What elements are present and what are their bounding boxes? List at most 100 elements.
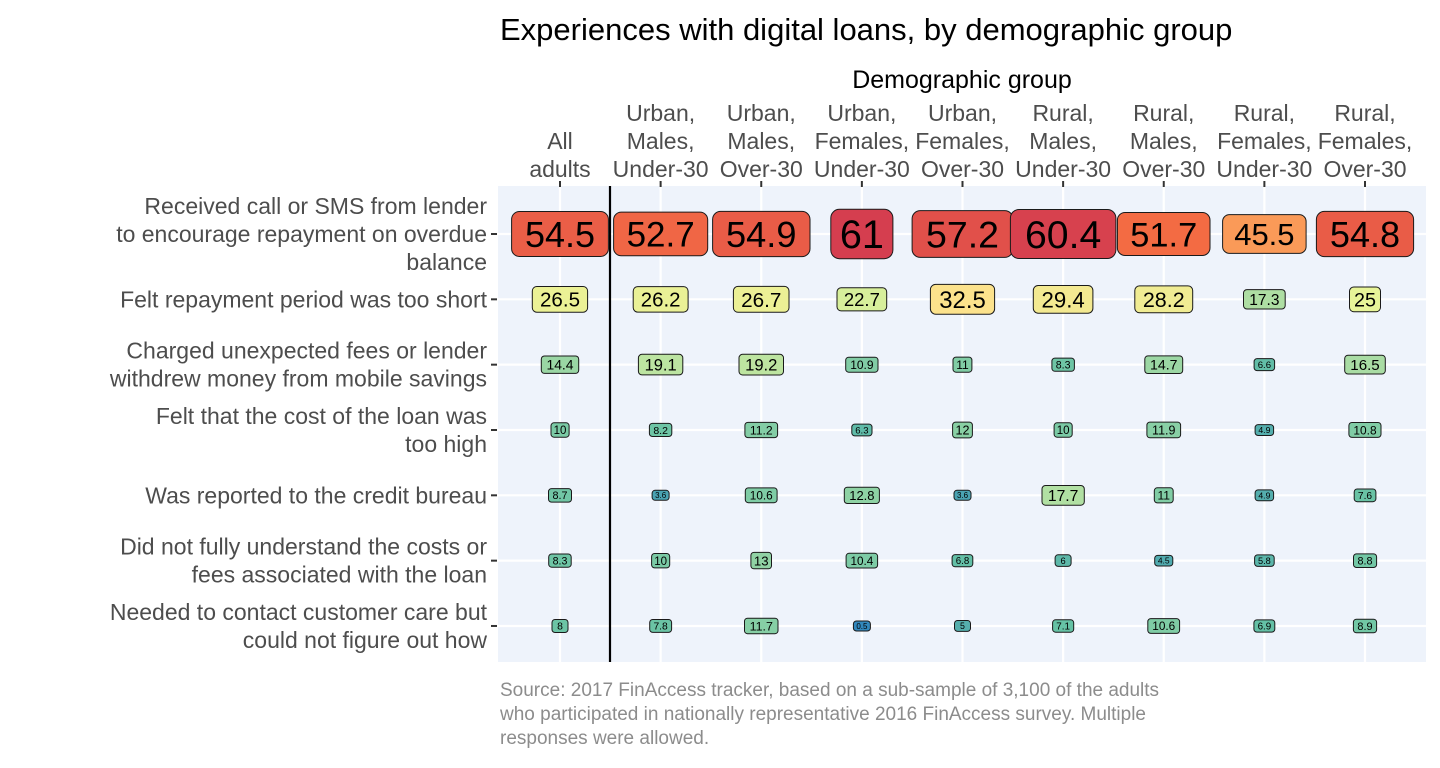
tile-value-label: 29.4 [1042,287,1085,312]
tile [1154,554,1174,567]
tile [1253,358,1276,372]
tile-value-label: 7.6 [1358,491,1372,502]
x-tick-label: Under-30 [1216,156,1312,182]
x-tick-label: Females, [1318,128,1413,154]
x-tick-label: Females, [915,128,1010,154]
tile-value-label: 11 [956,358,969,372]
tile [851,423,873,437]
y-tick-label: Felt repayment period was too short [120,286,488,312]
tile-value-label: 25 [1354,289,1376,311]
tile [550,422,570,438]
tile-value-label: 6.6 [1258,360,1271,371]
tile-value-label: 17.7 [1048,488,1079,505]
tile-value-label: 60.4 [1025,214,1101,257]
x-tick-label: All [547,128,573,154]
tile-value-label: 10.9 [850,358,874,372]
tile-value-label: 4.9 [1258,425,1270,435]
x-tick-label: Urban, [928,100,997,126]
x-tick-label: Under-30 [1015,156,1111,182]
caption-line: who participated in nationally represent… [499,704,1146,725]
x-tick-label: Urban, [827,100,896,126]
tile-value-label: 61 [840,213,884,257]
tile [1254,424,1275,437]
y-tick-label: too high [405,431,487,457]
tile [1348,422,1382,438]
x-tick-label: Under-30 [814,156,910,182]
tile-value-label: 0.5 [856,622,868,631]
tile-value-label: 8.7 [552,490,567,502]
x-tick-label: Under-30 [613,156,709,182]
x-tick-label: Females, [1217,128,1312,154]
tile-value-label: 52.7 [627,216,695,255]
x-tick-label: Over-30 [1122,156,1205,182]
tile-value-label: 32.5 [939,287,986,314]
tile-value-label: 14.7 [1150,357,1178,373]
tile [1352,618,1378,634]
tile [1116,212,1211,256]
tile [637,353,684,376]
tile-value-label: 26.5 [540,289,580,312]
y-tick-label: withdrew money from mobile savings [109,366,487,392]
tile [1134,285,1194,314]
tile [548,553,572,568]
tile [1353,488,1377,503]
tile-value-label: 8.3 [1056,360,1071,372]
x-tick-label: adults [529,156,590,182]
tile [1253,619,1276,633]
tile-value-label: 4.9 [1258,491,1270,501]
tile [511,211,609,257]
tile [1032,285,1094,314]
tile-value-label: 10 [654,556,667,568]
y-tick-label: Was reported to the credit bureau [145,482,487,508]
tile [954,620,971,632]
tile [852,620,871,632]
tile-value-label: 5 [960,621,965,631]
tile-value-label: 8 [557,622,563,633]
tile-value-label: 8.9 [1357,621,1372,633]
tile-value-label: 5.8 [1258,556,1271,566]
tile-value-label: 26.7 [741,289,781,312]
tile [1222,214,1307,254]
tile-value-label: 8.3 [553,556,568,568]
tile-value-label: 6.8 [956,556,969,567]
tile-value-label: 11 [1157,489,1170,503]
tile-value-label: 54.8 [1330,214,1400,255]
chart-title: Experiences with digital loans, by demog… [500,12,1232,47]
tile [952,421,973,439]
x-tick-label: Rural, [1032,100,1093,126]
tile [1041,485,1085,506]
x-tick-label: Rural, [1133,100,1194,126]
x-tick-label: Over-30 [720,156,803,182]
y-tick-label: Did not fully understand the costs or [120,534,487,560]
tile [649,619,673,633]
tile [750,551,773,570]
tile [632,286,689,313]
x-tick-label: Females, [815,128,910,154]
tile [531,286,589,313]
tile-value-label: 7.8 [653,622,668,633]
x-axis-ticks: AlladultsUrban,Males,Under-30Urban,Males… [529,100,1412,187]
tile-value-label: 3.6 [655,491,667,500]
tile-value-label: 6.9 [1258,622,1272,633]
tile [1054,554,1072,567]
tile [1144,355,1184,374]
caption-line: responses were allowed. [500,728,709,749]
tile [1146,421,1182,439]
tile-value-label: 8.8 [1357,556,1372,568]
tile-value-label: 16.5 [1350,357,1379,374]
caption-line: Source: 2017 FinAccess tracker, based on… [500,680,1159,701]
tile-value-label: 6.3 [855,425,868,436]
y-tick-label: Charged unexpected fees or lender [126,338,487,364]
tile-value-label: 10.4 [851,555,874,568]
x-tick-label: Over-30 [1323,156,1406,182]
tile [613,211,709,257]
tile-value-label: 13 [754,553,769,568]
tile-value-label: 26.2 [641,290,681,312]
tile-value-label: 7.1 [1056,622,1070,633]
tile-value-label: 11.9 [1152,424,1175,438]
tile [952,356,973,373]
tile-value-label: 17.3 [1249,292,1279,309]
tile [648,422,673,437]
tile-value-label: 45.5 [1234,217,1294,252]
tile-value-label: 11.2 [750,423,773,437]
